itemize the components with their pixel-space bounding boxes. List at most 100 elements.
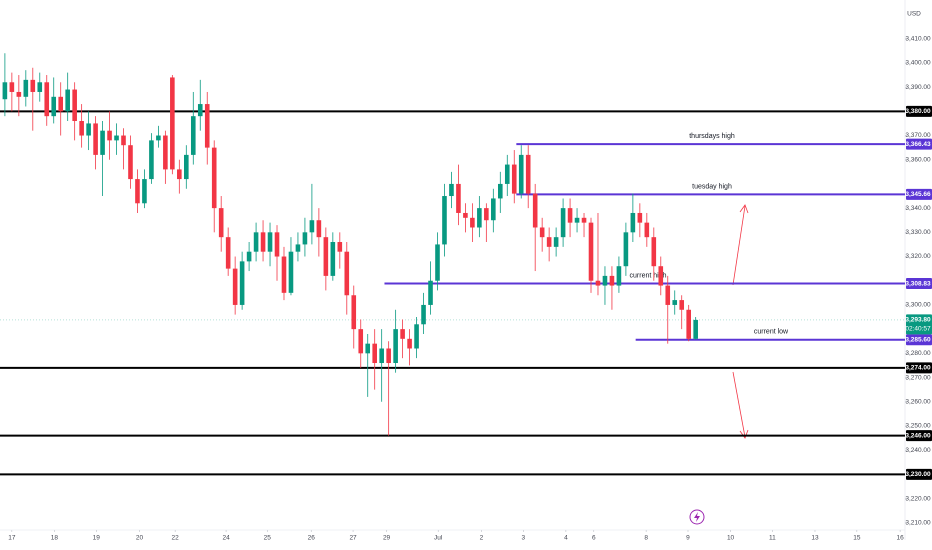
line-label: 3,308.83 <box>905 280 931 287</box>
candle-body <box>72 89 77 122</box>
candle-body <box>337 242 343 252</box>
x-tick-label: 19 <box>93 535 101 542</box>
x-tick-label: 16 <box>896 535 904 542</box>
x-tick-label: 29 <box>383 535 391 542</box>
x-tick-label: 15 <box>853 535 861 542</box>
line-label: 3,345.66 <box>905 191 931 198</box>
candle-body <box>567 208 573 223</box>
y-tick-label: 3,410.00 <box>905 35 931 42</box>
y-tick-label: 3,340.00 <box>905 205 931 212</box>
level-box <box>906 430 932 442</box>
candle-body <box>407 338 412 349</box>
candle-body <box>114 135 119 141</box>
lightning-icon[interactable] <box>689 509 705 525</box>
line-label: 3,366.43 <box>905 141 931 148</box>
candle-body <box>470 217 475 228</box>
currency: USD <box>907 11 921 18</box>
candle-body <box>379 348 384 364</box>
candle-body <box>107 130 112 141</box>
candle-body <box>121 135 126 146</box>
candle-body <box>386 348 391 364</box>
candle-body <box>128 145 133 180</box>
candle-body <box>204 104 210 148</box>
candle-body <box>211 147 217 209</box>
candle-body <box>574 217 580 223</box>
candle-body <box>2 82 8 100</box>
candle-body <box>9 82 15 92</box>
candle-body <box>309 220 315 233</box>
candle-body <box>581 217 587 223</box>
candle-body <box>281 256 287 293</box>
candle-body <box>79 121 84 136</box>
candle-body <box>421 304 426 325</box>
candle-body <box>163 135 168 170</box>
candle-body <box>274 232 280 257</box>
last-price-box <box>906 314 932 335</box>
candle-body <box>218 208 224 238</box>
candle-body <box>414 324 419 349</box>
y-tick-label: 3,370.00 <box>905 132 931 139</box>
x-tick-label: 17 <box>8 535 16 542</box>
candle-body <box>400 329 405 339</box>
x-tick-label: 2 <box>480 535 484 542</box>
candle-body <box>170 77 175 170</box>
y-tick-label: 3,260.00 <box>905 398 931 405</box>
x-tick-label: 25 <box>264 535 272 542</box>
x-tick-label: 22 <box>172 535 180 542</box>
candle-body <box>637 212 643 223</box>
candle-body <box>560 208 566 238</box>
candle-body <box>679 300 685 310</box>
candle-body <box>253 232 259 252</box>
candle-body <box>553 237 559 247</box>
candle-body <box>602 275 608 286</box>
line-box <box>906 334 932 346</box>
y-tick-label: 3,390.00 <box>905 84 931 91</box>
candle-body <box>630 212 636 233</box>
candle-body <box>511 164 517 194</box>
candle-body <box>316 220 322 238</box>
candle-body <box>491 198 496 221</box>
candle-body <box>295 244 301 252</box>
x-tick-label: 20 <box>136 535 144 542</box>
arrow-up <box>732 205 746 286</box>
candle-body <box>539 227 545 238</box>
candle-body <box>484 208 489 221</box>
x-tick-label: 18 <box>51 535 59 542</box>
candle-body <box>518 154 524 194</box>
candle-body <box>177 169 182 180</box>
candle-body <box>463 212 468 218</box>
candle-body <box>197 104 203 117</box>
candle-body <box>190 116 196 155</box>
y-tick-label: 3,320.00 <box>905 253 931 260</box>
last-price-label: 3,293.80 <box>905 317 931 324</box>
candle-body <box>44 82 50 117</box>
x-tick-label: 27 <box>349 535 357 542</box>
y-tick-label: 3,280.00 <box>905 350 931 357</box>
candle-body <box>149 140 154 180</box>
candle-body <box>156 135 161 141</box>
x-tick-label: 4 <box>564 535 568 542</box>
candle-body <box>30 79 36 92</box>
x-tick-label: 11 <box>769 535 776 542</box>
candle-body <box>65 89 70 112</box>
candle-body <box>609 275 615 286</box>
candle-body <box>525 154 531 194</box>
candle-body <box>51 96 57 117</box>
candle-body <box>428 280 433 305</box>
candle-body <box>351 295 357 330</box>
y-tick-label: 3,360.00 <box>905 156 931 163</box>
line-box <box>906 188 932 200</box>
candle-body <box>686 309 691 339</box>
icon-ring <box>689 509 705 525</box>
x-tick-label: 13 <box>811 535 819 542</box>
level-box <box>906 105 932 117</box>
candle-body <box>616 266 622 286</box>
x-tick-label: 3 <box>522 535 526 542</box>
candle-body <box>358 329 364 354</box>
line-label: 3,285.60 <box>905 336 931 343</box>
y-tick-label: 3,330.00 <box>905 229 931 236</box>
candle-body <box>302 232 308 245</box>
arrow-head <box>739 204 749 214</box>
line-note: current high <box>630 272 667 279</box>
candle-body <box>546 237 552 247</box>
